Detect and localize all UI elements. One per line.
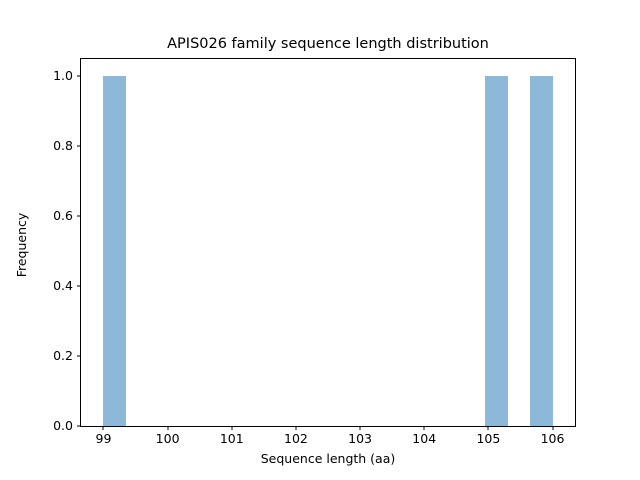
- y-tick-label: 0.8: [53, 138, 73, 154]
- y-axis-label: Frequency: [14, 212, 29, 278]
- histogram-bar: [530, 76, 553, 426]
- x-tick-mark: [231, 426, 233, 430]
- histogram-bar: [485, 76, 508, 426]
- y-tick-label: 1.0: [53, 68, 73, 84]
- x-tick-label: 99: [95, 431, 112, 446]
- y-tick-label: 0.6: [53, 208, 73, 224]
- y-tick-mark: [77, 285, 81, 287]
- y-tick-mark: [77, 215, 81, 217]
- y-tick-label: 0.0: [53, 418, 73, 433]
- x-tick-label: 101: [219, 431, 244, 446]
- plot-area: 99 100 101 102 103 104 105 106 0.0 0.2 0.4 0.6 0.8 1.…: [53, 58, 576, 446]
- x-tick-mark: [167, 426, 169, 430]
- y-tick-mark: [77, 355, 81, 357]
- x-tick-mark: [487, 426, 489, 430]
- histogram-bar: [103, 76, 126, 426]
- x-axis-label: Sequence length (aa): [260, 451, 396, 466]
- x-tick-mark: [552, 426, 554, 430]
- x-tick-label: 104: [412, 431, 437, 446]
- chart-title: APIS026 family sequence length distribut…: [167, 36, 489, 52]
- x-tick-label: 106: [540, 431, 565, 446]
- x-tick-label: 100: [155, 431, 180, 446]
- x-tick-mark: [423, 426, 425, 430]
- y-tick-mark: [77, 425, 81, 427]
- x-tick-mark: [102, 426, 104, 430]
- x-tick-label: 102: [283, 431, 308, 446]
- y-tick-mark: [77, 145, 81, 147]
- y-tick-mark: [77, 75, 81, 77]
- x-tick-label: 103: [348, 431, 372, 446]
- x-tick-label: 105: [476, 431, 501, 446]
- x-tick-mark: [359, 426, 361, 430]
- y-tick-label: 0.4: [53, 278, 73, 294]
- y-tick-label: 0.2: [53, 348, 73, 364]
- x-tick-mark: [295, 426, 297, 430]
